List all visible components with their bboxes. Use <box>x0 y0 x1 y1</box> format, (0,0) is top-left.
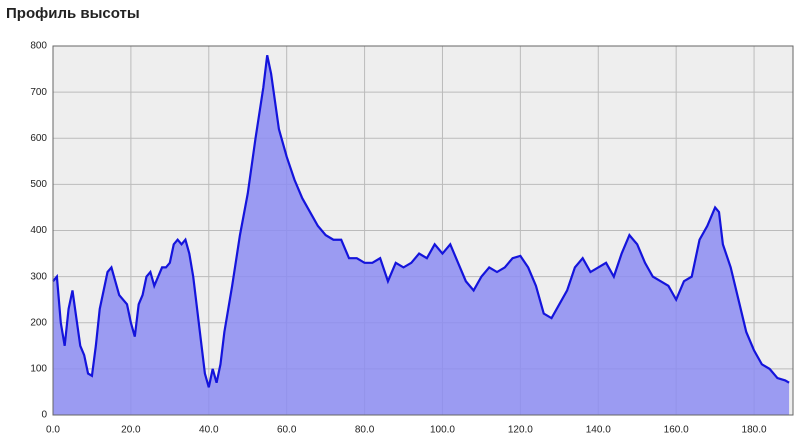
area <box>53 55 790 415</box>
x-tick-label: 40.0 <box>199 425 219 436</box>
y-tick-label: 400 <box>30 225 47 236</box>
x-tick-label: 180.0 <box>742 425 767 436</box>
x-tick-label: 120.0 <box>508 425 533 436</box>
y-tick-label: 800 <box>30 41 47 52</box>
y-tick-label: 100 <box>30 364 47 375</box>
x-tick-label: 0.0 <box>46 425 60 436</box>
x-tick-label: 100.0 <box>430 425 455 436</box>
x-tick-label: 20.0 <box>121 425 141 436</box>
line <box>52 54 790 388</box>
chart-title: Профиль высоты <box>6 5 140 22</box>
y-tick-label: 700 <box>30 87 47 98</box>
y-tick-label: 500 <box>30 179 47 190</box>
plot-border <box>52 45 794 416</box>
y-tick-label: 600 <box>30 133 47 144</box>
y-tick-label: 200 <box>30 317 47 328</box>
x-tick-label: 140.0 <box>586 425 611 436</box>
x-tick-label: 160.0 <box>664 425 689 436</box>
x-tick-label: 80.0 <box>355 425 375 436</box>
y-tick-label: 300 <box>30 271 47 282</box>
y-tick-label: 0 <box>41 410 47 421</box>
x-tick-label: 60.0 <box>277 425 297 436</box>
